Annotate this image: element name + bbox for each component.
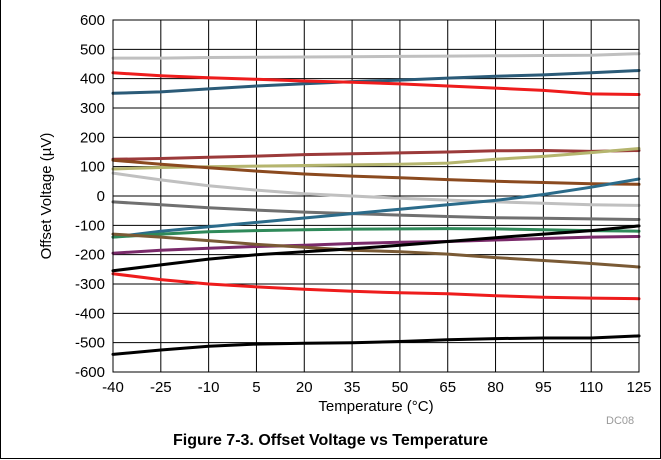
x-tick-label: 125 [626, 379, 651, 396]
series-line-11 [111, 235, 641, 255]
series-line-1 [111, 52, 641, 60]
series-line-2 [111, 69, 641, 95]
x-tick-label: -40 [102, 379, 124, 396]
figure-caption: Figure 7-3. Offset Voltage vs Temperatur… [172, 432, 489, 449]
y-tick-label: 500 [80, 41, 105, 58]
series-line-14 [111, 272, 641, 301]
y-tick-label: 100 [80, 159, 105, 176]
series-line-7 [111, 171, 641, 207]
x-tick-label: -25 [150, 379, 172, 396]
x-tick-label: 50 [392, 379, 409, 396]
series-line-13 [111, 224, 641, 273]
y-tick-label: -300 [75, 276, 105, 293]
plot-border [112, 19, 640, 373]
series-line-8 [111, 200, 641, 221]
x-tick-label: 95 [535, 379, 552, 396]
y-tick-labels: 600 500 400 300 200 100 0 -100 -200 -300 -400 -500 -… [75, 12, 105, 381]
y-tick-label: -100 [75, 217, 105, 234]
x-tick-label: -10 [198, 379, 220, 396]
y-tick-label: 300 [80, 100, 105, 117]
y-tick-label: -500 [75, 335, 105, 352]
series-line-15 [111, 334, 641, 356]
y-tick-label: 200 [80, 129, 105, 146]
x-tick-label: 110 [579, 379, 603, 396]
x-tick-label: 80 [487, 379, 504, 396]
y-tick-label: -600 [75, 364, 105, 381]
series-line-4 [111, 149, 641, 161]
x-tick-label: 5 [252, 379, 260, 396]
series-line-3 [111, 71, 641, 96]
y-axis-title: Offset Voltage (µV) [38, 133, 55, 260]
y-tick-label: 600 [80, 12, 105, 29]
series-line-12 [111, 232, 641, 269]
x-tick-label: 35 [344, 379, 361, 396]
x-tick-label: 65 [439, 379, 456, 396]
series-line-10 [111, 227, 641, 239]
series-line-9 [111, 177, 641, 239]
x-axis-title: Temperature (°C) [318, 398, 433, 415]
series-line-6 [111, 158, 641, 186]
y-tick-label: 400 [80, 71, 105, 88]
x-tick-label: 20 [296, 379, 313, 396]
figure-code: DC08 [606, 415, 634, 427]
data-series [111, 52, 641, 356]
y-tick-label: -400 [75, 305, 105, 322]
y-tick-label: -200 [75, 247, 105, 264]
y-tick-label: 0 [97, 188, 105, 205]
x-tick-labels: -40 -25 -10 5 20 35 50 65 80 95 110 125 [102, 379, 651, 396]
offset-voltage-chart: 600 500 400 300 200 100 0 -100 -200 -300 -400 -500 -… [38, 12, 652, 427]
